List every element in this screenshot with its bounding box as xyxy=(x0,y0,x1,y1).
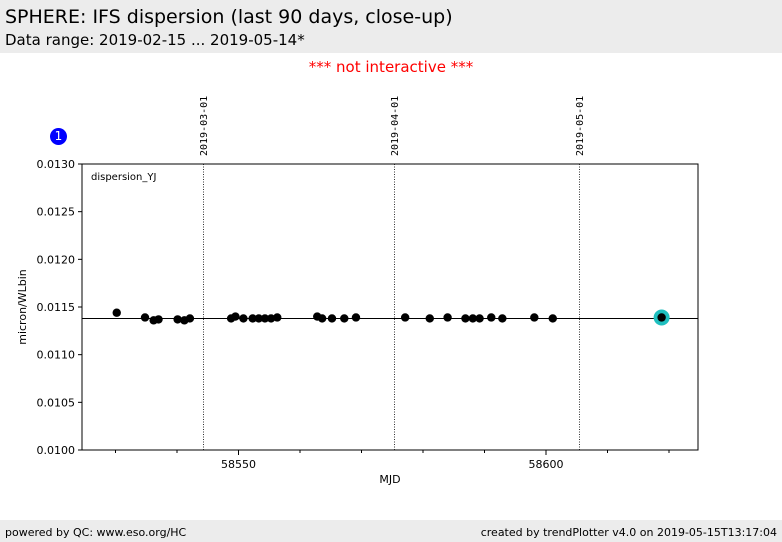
plot-number-badge: 1 xyxy=(50,128,67,145)
data-point xyxy=(140,313,150,322)
x-axis-label: MJD xyxy=(379,473,400,486)
legend-label: dispersion_YJ xyxy=(91,172,156,183)
latest-data-point xyxy=(657,313,666,322)
y-tick-label: 0.0105 xyxy=(37,396,76,409)
data-point xyxy=(475,314,484,323)
y-tick-label: 0.0130 xyxy=(37,158,76,171)
data-point xyxy=(461,314,470,323)
data-point xyxy=(260,314,270,323)
data-point xyxy=(173,315,182,324)
not-interactive-notice: *** not interactive *** xyxy=(308,58,474,76)
data-point xyxy=(112,308,121,317)
date-marker-label: 2019-03-01 xyxy=(199,96,210,156)
plot-frame xyxy=(81,163,699,451)
data-point xyxy=(487,313,496,322)
data-point xyxy=(273,313,282,322)
date-marker-label: 2019-04-01 xyxy=(390,96,401,156)
data-point xyxy=(154,315,163,324)
data-point xyxy=(317,314,327,323)
data-point xyxy=(548,314,557,323)
data-point xyxy=(185,314,195,323)
data-point xyxy=(239,314,248,323)
data-point xyxy=(231,312,240,321)
footer-bar: powered by QC: www.eso.org/HC created by… xyxy=(0,520,782,542)
header-bar: SPHERE: IFS dispersion (last 90 days, cl… xyxy=(0,0,782,53)
y-tick-label: 0.0100 xyxy=(37,444,76,457)
y-tick-label: 0.0120 xyxy=(37,253,76,266)
x-tick-label: 58600 xyxy=(529,458,564,471)
page-title: SPHERE: IFS dispersion (last 90 days, cl… xyxy=(5,6,453,28)
data-point xyxy=(266,314,276,323)
data-point xyxy=(248,314,257,323)
data-point xyxy=(530,313,539,322)
data-point xyxy=(351,313,361,322)
footer-powered-by: powered by QC: www.eso.org/HC xyxy=(5,526,187,539)
footer-created-by: created by trendPlotter v4.0 on 2019-05-… xyxy=(480,526,777,539)
data-point xyxy=(443,313,452,322)
y-axis-label: micron/WLbin xyxy=(16,269,29,345)
data-range-subtitle: Data range: 2019-02-15 ... 2019-05-14* xyxy=(5,31,305,49)
y-tick-label: 0.0125 xyxy=(37,206,76,219)
y-tick-label: 0.0110 xyxy=(37,349,76,362)
x-tick-label: 58550 xyxy=(221,458,256,471)
data-point xyxy=(425,314,434,323)
data-point xyxy=(498,314,507,323)
data-point xyxy=(340,314,349,323)
data-point xyxy=(468,314,478,323)
data-point xyxy=(327,314,337,323)
data-point xyxy=(254,314,263,323)
data-point xyxy=(400,313,410,322)
date-marker-label: 2019-05-01 xyxy=(575,96,586,156)
y-tick-label: 0.0115 xyxy=(37,301,76,314)
